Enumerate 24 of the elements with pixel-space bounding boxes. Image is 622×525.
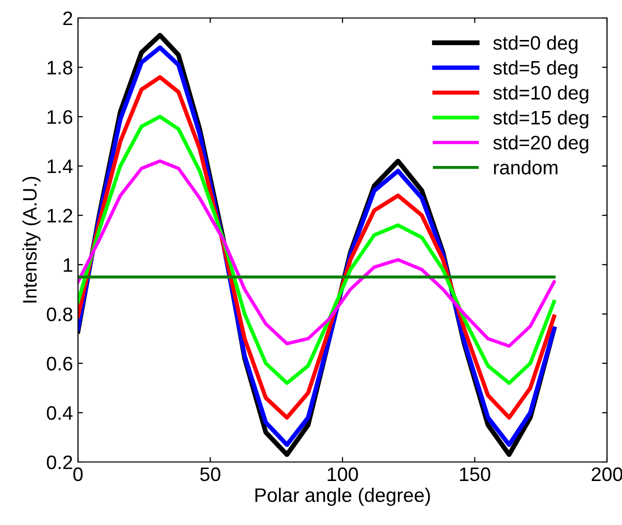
y-tick-label: 2 <box>63 11 72 26</box>
legend-label: std=5 deg <box>493 60 578 79</box>
legend-label: std=20 deg <box>493 135 588 154</box>
x-tick-label: 0 <box>73 467 83 482</box>
legend-label: random <box>494 160 558 174</box>
x-tick-label: 50 <box>200 467 220 482</box>
x-axis-title: Polar angle (degree) <box>255 488 430 506</box>
legend-label: std=15 deg <box>493 110 588 128</box>
y-tick-label: 1.6 <box>48 110 72 124</box>
y-tick-label: 1 <box>64 258 72 272</box>
x-tick-label: 100 <box>328 467 358 482</box>
x-tick-label: 150 <box>460 467 490 482</box>
legend-label: std=0 deg <box>493 36 578 54</box>
y-axis-title: Intensity (A.U.) <box>22 176 41 302</box>
y-tick-label: 0.8 <box>46 307 72 322</box>
y-tick-label: 1.2 <box>48 208 72 222</box>
line-series <box>78 159 556 348</box>
x-tick-label: 200 <box>592 467 622 482</box>
y-tick-label: 0.6 <box>46 356 72 371</box>
y-tick-label: 0.4 <box>46 406 73 420</box>
y-tick-label: 1.4 <box>48 160 73 174</box>
y-tick-label: 0.2 <box>46 455 72 470</box>
y-tick-label: 1.8 <box>48 60 72 75</box>
legend-label: std=10 deg <box>493 85 588 104</box>
